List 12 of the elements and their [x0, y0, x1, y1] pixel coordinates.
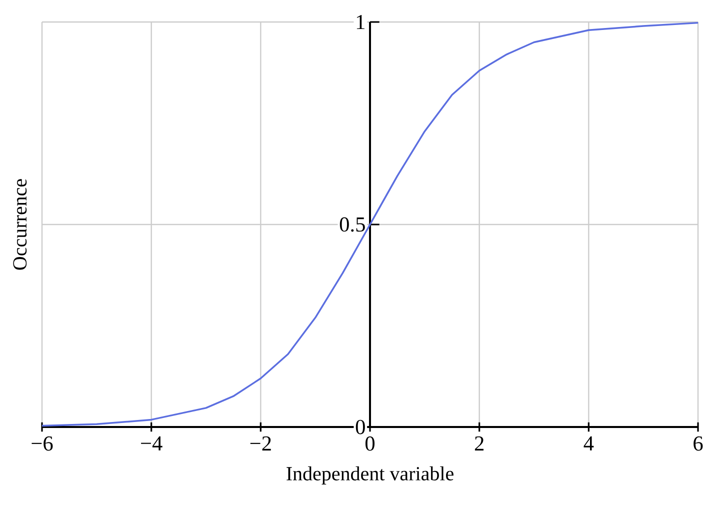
x-tick-label: 6 [694, 436, 703, 451]
y-tick-label: 1 [356, 14, 364, 30]
x-tick-label: −6 [32, 436, 53, 451]
x-tick-label: 2 [474, 436, 484, 451]
x-tick-label: −2 [250, 436, 271, 451]
x-tick-label: 0 [365, 436, 375, 451]
y-tick-label: 0.5 [340, 217, 365, 232]
y-axis-title: Occurrence [13, 179, 27, 270]
x-axis-title: Independent variable [286, 466, 454, 485]
x-tick-label: −4 [141, 436, 162, 450]
y-tick-label: 0 [356, 420, 365, 434]
x-tick-label: 4 [584, 436, 594, 450]
